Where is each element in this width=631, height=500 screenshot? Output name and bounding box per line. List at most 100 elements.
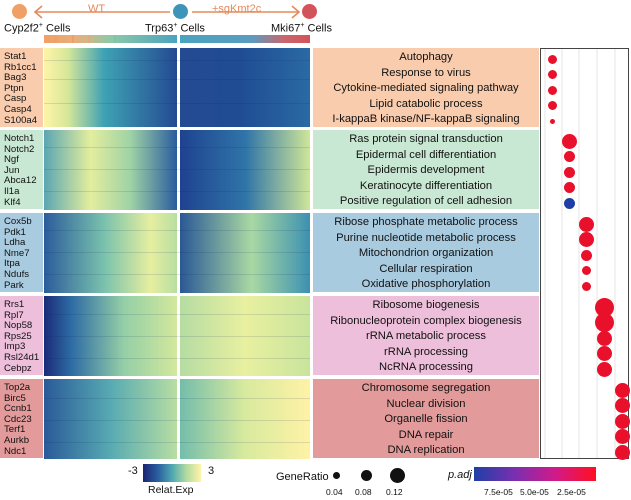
go-panel-1 (313, 48, 539, 127)
dot-layer (541, 49, 630, 460)
go-panel-3 (313, 213, 539, 292)
padj-colorbar (474, 467, 596, 481)
cyp-cell-circle (12, 4, 27, 19)
gene-panel-1 (0, 48, 43, 127)
go-term: I-kappaB kinase/NF-kappaB signaling (332, 113, 520, 126)
generatio-title: GeneRatio (276, 471, 329, 483)
go-enrichment-dot (594, 297, 614, 317)
gene-label: Cox5b (4, 216, 32, 227)
gene-label: Jun (4, 164, 20, 176)
go-term: Cytokine-mediated signaling pathway (333, 82, 519, 95)
go-enrichment-dot (614, 382, 630, 398)
heatmap-block-2-right (180, 130, 310, 210)
heatmap-block-3-right (180, 213, 310, 293)
go-panel-4 (313, 296, 539, 375)
go-term: Lipid catabolic process (369, 97, 483, 110)
go-term: Ras protein signal transduction (349, 133, 503, 145)
gene-label: Notch1 (4, 133, 35, 144)
gene-label: Ccnb1 (4, 403, 32, 415)
gene-label: Stat1 (4, 51, 27, 62)
gene-label: Ptpn (4, 82, 24, 94)
gene-label: Ldha (4, 237, 26, 249)
gene-panel-2 (0, 130, 43, 209)
go-enrichment-dot (596, 361, 612, 377)
heatmap-block-4-left (44, 296, 177, 376)
go-term: NcRNA processing (379, 361, 473, 374)
gene-label: S100a4 (4, 114, 38, 126)
go-term: Oxidative phosphorylation (361, 278, 491, 291)
go-term: Organelle fission (384, 413, 468, 426)
gene-label: Rrs1 (4, 299, 25, 310)
go-enrichment-dot (614, 429, 630, 445)
trp-cell-circle (173, 4, 188, 19)
gene-label: Nme7 (4, 247, 30, 259)
go-term: rRNA metabolic process (366, 330, 486, 343)
go-term: Epidermis development (367, 164, 485, 177)
gene-panel-3 (0, 213, 43, 292)
cell-label-cyp: Cyp2f2+ Cells (4, 22, 71, 35)
gene-label: Notch2 (4, 143, 35, 155)
go-enrichment-dot (547, 85, 557, 95)
gene-label: Pdk1 (4, 226, 26, 238)
go-term: Response to virus (381, 66, 471, 79)
gene-label: Rps25 (4, 330, 32, 342)
gene-panel-5 (0, 379, 43, 458)
go-enrichment-dot (596, 346, 612, 362)
go-term: Ribose phosphate metabolic process (334, 216, 518, 228)
go-term: Positive regulation of cell adhesion (339, 195, 513, 208)
gene-label: Aurkb (4, 435, 30, 446)
go-enrichment-dot (549, 118, 555, 124)
padj-tick-3: 2.5e-05 (557, 487, 586, 497)
gene-label: Il1a (4, 186, 20, 197)
gene-label: Cdc23 (4, 413, 32, 425)
go-panel-5 (313, 379, 539, 458)
generatio-tick-1: 0.04 (326, 487, 343, 497)
generatio-dot-medium (361, 470, 372, 481)
gene-panel-4 (0, 296, 43, 375)
trajectory-arrows (33, 5, 301, 19)
go-term: DNA replication (387, 444, 465, 457)
gene-label: Cebpz (4, 362, 32, 374)
go-enrichment-dot (563, 166, 575, 178)
go-enrichment-dot (614, 413, 630, 429)
gene-label: Birc5 (4, 392, 26, 404)
go-enrichment-dot (547, 54, 557, 64)
go-enrichment-dot (614, 444, 630, 460)
go-enrichment-dot (578, 232, 594, 248)
cell-label-trp: Trp63+ Cells (145, 22, 205, 35)
gene-label: Ndc1 (4, 445, 27, 457)
go-term: Autophagy (399, 51, 453, 63)
go-enrichment-dot (581, 266, 591, 276)
gene-label: Itpa (4, 258, 21, 270)
go-enrichment-dot (563, 182, 575, 194)
heatmap-block-5-left (44, 379, 177, 459)
go-enrichment-dot (596, 330, 612, 346)
gene-label: Nop58 (4, 320, 33, 332)
gene-label: Bag3 (4, 72, 27, 84)
go-enrichment-dot (614, 398, 630, 414)
gene-label: Klf4 (4, 196, 21, 208)
go-panel-2 (313, 130, 539, 209)
gene-label: Rpl7 (4, 309, 24, 321)
heat-colorbar (143, 464, 201, 482)
go-term: Epidermal cell differentiation (355, 148, 497, 161)
go-enrichment-dot (580, 249, 592, 261)
mki-cell-circle (302, 4, 317, 19)
go-enrichment-dot (547, 70, 557, 80)
pseudotime-annotation-bar (44, 35, 310, 43)
padj-title: p.adj (448, 469, 472, 481)
gene-label: Park (4, 279, 24, 291)
arrow-right-label: +sgKmt2c (212, 3, 262, 15)
generatio-tick-3: 0.12 (386, 487, 403, 497)
gene-label: Ngf (4, 154, 19, 166)
heatmap-block-3-left (44, 213, 177, 293)
gene-label: Terf1 (4, 424, 26, 436)
go-term: Mitochondrion organization (358, 247, 494, 260)
arrow-left-label: WT (88, 3, 106, 15)
go-enrichment-dot (594, 313, 614, 333)
gene-label: Rb1cc1 (4, 61, 37, 73)
cell-label-mki: Mki67+ Cells (271, 22, 332, 35)
heatmap-block-2-left (44, 130, 177, 210)
padj-tick-2: 5.0e-05 (520, 487, 549, 497)
go-term: Chromosome segregation (361, 382, 491, 394)
